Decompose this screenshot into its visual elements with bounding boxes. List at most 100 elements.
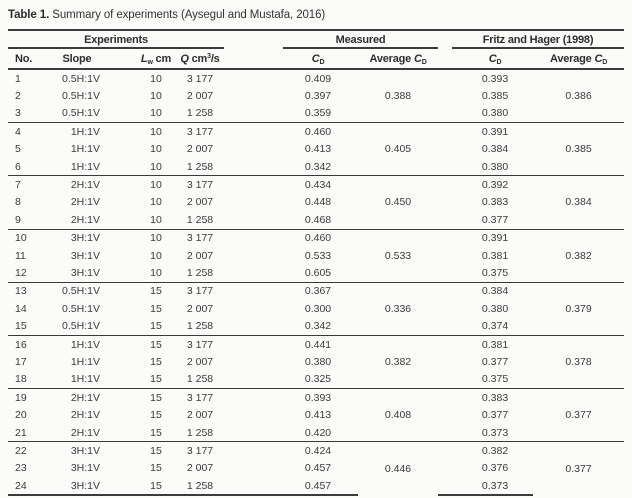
cell-no: 14 — [15, 302, 27, 315]
cell-q: 3 177 — [178, 122, 279, 141]
cell-avg-cd-fritz-hager: 0.382 — [533, 228, 625, 283]
cell-avg-cd-measured: 0.408 — [358, 388, 439, 442]
cell-cd-measured: 0.457 — [304, 462, 332, 475]
table-row: 8 2H:1V 10 2 007 0.448 0.383 — [8, 194, 624, 211]
cell-no: 5 — [15, 143, 21, 156]
cell-slope: 1H:1V — [70, 143, 100, 156]
group-fritz-hager-label: Fritz and Hager (1998) — [452, 32, 625, 49]
cell-q: 2 007 — [186, 90, 214, 103]
cell-avg-cd-measured: 0.533 — [358, 228, 439, 283]
cell-avg-cd-measured: 0.336 — [358, 281, 439, 336]
cell-slope: 2H:1V — [70, 196, 100, 209]
cell-no: 21 — [15, 426, 27, 439]
cell-cd-measured: 0.359 — [304, 107, 332, 120]
cell-slope: 2H:1V — [70, 213, 100, 226]
cell-cd-fritz-hager: 0.377 — [481, 213, 509, 226]
cell-q: 2 007 — [186, 462, 214, 475]
cell-slope: 3H:1V — [70, 462, 100, 475]
table-row: 23 3H:1V 15 2 007 0.457 0.376 — [8, 460, 624, 477]
cell-avg-cd-measured: 0.446 — [358, 441, 439, 496]
cell-q: 2 007 — [186, 196, 214, 209]
cell-lw: 10 — [150, 160, 162, 173]
cell-cd-measured: 0.342 — [304, 320, 332, 333]
cell-lw: 10 — [150, 72, 162, 85]
cell-cd-fritz-hager: 0.376 — [481, 462, 509, 475]
cell-cd-fritz-hager: 0.377 — [481, 409, 509, 422]
group-experiments-label: Experiments — [8, 32, 225, 49]
cell-q: 3 177 — [186, 72, 214, 85]
table-row: 3 0.5H:1V 10 1 258 0.359 0.380 — [8, 105, 624, 123]
table-row: 22 3H:1V 15 3 177 0.424 0.446 0.382 0.377 — [8, 441, 625, 496]
cell-slope: 2H:1V — [44, 388, 128, 407]
cell-lw: 10 — [128, 175, 178, 194]
cell-cd-measured: 0.468 — [304, 213, 332, 226]
cell-cd-fritz-hager: 0.382 — [438, 441, 534, 460]
table-row: 17 1H:1V 15 2 007 0.380 0.377 — [8, 353, 624, 370]
table-row: 16 1H:1V 15 3 177 0.441 0.382 0.381 0.378 — [8, 334, 625, 389]
table-row: 13 0.5H:1V 15 3 177 0.367 0.336 0.384 0.379 — [8, 281, 625, 336]
cell-q: 1 258 — [178, 476, 279, 497]
table-row: 10 3H:1V 10 3 177 0.460 0.533 0.391 0.382 — [8, 228, 625, 283]
cell-slope: 1H:1V — [70, 160, 100, 173]
cell-cd-measured: 0.457 — [278, 476, 359, 497]
cell-cd-fritz-hager: 0.373 — [481, 426, 509, 439]
cell-no: 15 — [15, 320, 27, 333]
cell-no: 2 — [15, 90, 21, 103]
cell-lw: 15 — [128, 334, 178, 354]
cell-no: 10 — [8, 228, 44, 247]
cell-no: 22 — [8, 441, 44, 460]
table-row: 2 0.5H:1V 10 2 007 0.397 0.385 — [8, 87, 624, 104]
cell-slope: 1H:1V — [70, 355, 100, 368]
cell-lw: 10 — [150, 213, 162, 226]
table-caption: Table 1. Summary of experiments (Aysegul… — [8, 8, 624, 22]
cell-cd-fritz-hager: 0.383 — [481, 196, 509, 209]
cell-cd-measured: 0.342 — [304, 160, 332, 173]
cell-no: 23 — [15, 462, 27, 475]
cell-cd-measured: 0.413 — [304, 409, 332, 422]
cell-no: 4 — [8, 122, 44, 141]
cell-q: 3 177 — [178, 441, 279, 460]
cell-cd-measured: 0.533 — [304, 249, 332, 262]
cell-cd-fritz-hager: 0.377 — [481, 355, 509, 368]
cell-cd-fritz-hager: 0.393 — [481, 72, 509, 85]
cell-slope: 3H:1V — [44, 228, 128, 247]
cell-lw: 10 — [128, 122, 178, 141]
cell-lw: 10 — [150, 107, 162, 120]
cell-no: 1 — [15, 72, 21, 85]
col-header-no: No. — [8, 49, 44, 70]
cell-no: 11 — [15, 249, 26, 262]
cell-cd-measured: 0.413 — [304, 143, 332, 156]
table-row: 12 3H:1V 10 1 258 0.605 0.375 — [8, 264, 624, 282]
cell-avg-cd-fritz-hager: 0.386 — [565, 90, 592, 103]
cell-avg-cd-measured: 0.405 — [358, 122, 439, 176]
cell-cd-fritz-hager: 0.374 — [481, 320, 509, 333]
col-header-cd-measured: CD — [278, 49, 359, 70]
col-header-slope: Slope — [44, 49, 128, 70]
cell-cd-measured: 0.325 — [304, 373, 332, 386]
cell-q: 1 258 — [186, 320, 214, 333]
group-experiments: Experiments — [8, 29, 279, 49]
cell-q: 3 177 — [178, 388, 279, 407]
cell-no: 19 — [8, 388, 44, 407]
cell-q: 1 258 — [186, 266, 214, 279]
cell-cd-measured: 0.420 — [304, 426, 332, 439]
cell-q: 1 258 — [186, 373, 214, 386]
cell-avg-cd-fritz-hager: 0.378 — [533, 334, 625, 389]
table-caption-text: Summary of experiments (Aysegul and Must… — [49, 9, 326, 21]
cell-q: 3 177 — [178, 228, 279, 247]
cell-cd-fritz-hager: 0.385 — [481, 90, 509, 103]
col-header-avg-cd-fritz-hager: Average CD — [533, 49, 625, 70]
cell-q: 1 258 — [186, 160, 214, 173]
group-measured-label: Measured — [283, 32, 439, 49]
cell-lw: 15 — [150, 462, 162, 475]
cell-slope: 0.5H:1V — [44, 281, 128, 301]
cell-slope: 1H:1V — [70, 373, 100, 386]
cell-cd-fritz-hager: 0.380 — [481, 160, 509, 173]
table-row: 21 2H:1V 15 1 258 0.420 0.373 — [8, 424, 624, 442]
table-row: 9 2H:1V 10 1 258 0.468 0.377 — [8, 211, 624, 229]
cell-cd-measured: 0.460 — [278, 122, 359, 141]
group-measured: Measured — [278, 29, 439, 49]
cell-cd-fritz-hager: 0.380 — [481, 107, 509, 120]
cell-no: 20 — [15, 409, 27, 422]
cell-lw: 10 — [128, 228, 178, 247]
